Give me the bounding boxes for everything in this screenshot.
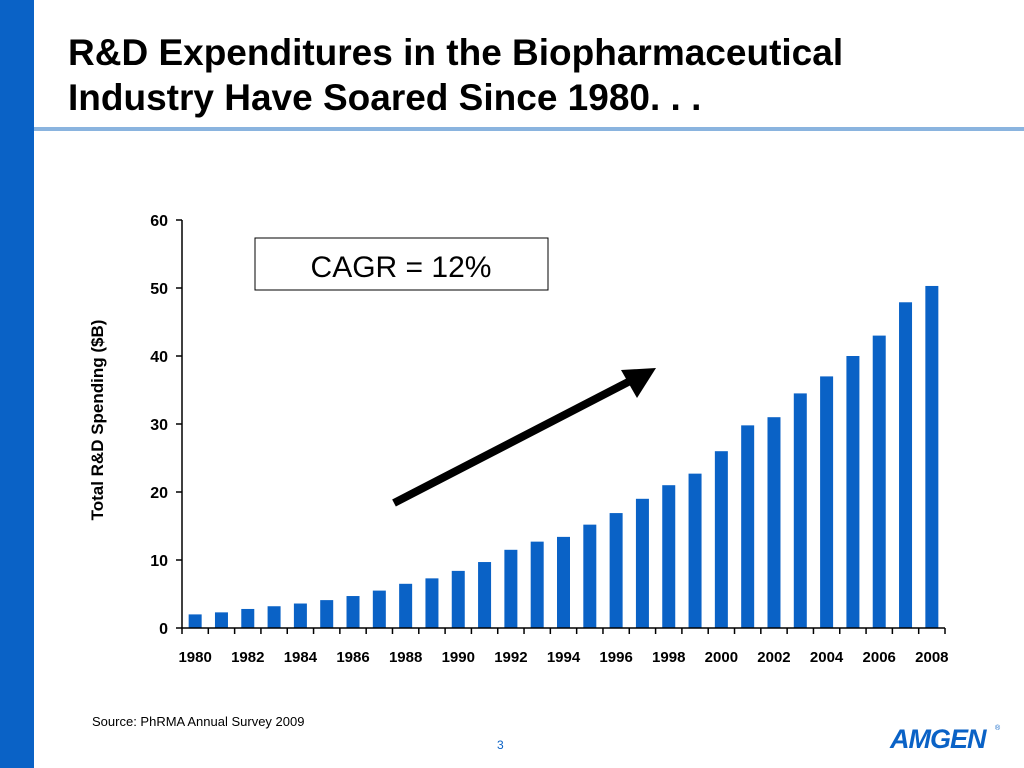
x-tick-label: 2006 [863,649,896,666]
bar-1997 [635,498,649,628]
x-tick-label: 2008 [915,649,948,666]
bar-2001 [741,425,755,628]
bar-1994 [557,536,570,628]
page-number: 3 [497,738,504,752]
bar-1999 [688,473,702,628]
bar-2006 [872,335,886,628]
x-tick-label: 2004 [810,649,844,666]
bar-1982 [241,608,255,628]
bar-1991 [478,562,492,628]
x-tick-label: 1990 [442,649,475,666]
source-note: Source: PhRMA Annual Survey 2009 [92,714,305,729]
bar-1992 [504,549,518,628]
bar-1984 [293,603,307,628]
amgen-logo: AMGEN [890,724,986,754]
bar-2008 [925,285,939,628]
title-divider [34,127,1024,131]
bar-2005 [846,356,860,628]
bar-1988 [399,583,413,628]
x-ticks-group: 1980 1982 1984 1986 1988 1990 1992 1994 1996 1998… [178,628,949,666]
bar-2000 [714,451,728,628]
left-accent-bar [0,0,34,768]
bar-1987 [372,590,386,628]
bar-1989 [425,578,439,628]
y-tick-label: 40 [150,349,168,366]
bar-2003 [793,393,807,628]
cagr-box: CAGR = 12% [254,237,549,291]
y-ticks-group: 0 10 20 30 40 50 60 [150,213,182,638]
bar-2002 [767,417,781,628]
x-tick-label: 1992 [494,649,527,666]
growth-arrow [392,368,656,507]
bar-1986 [346,596,360,628]
bar-1993 [530,541,544,628]
y-axis-label: Total R&D Spending ($B) [88,320,107,521]
y-tick-label: 60 [150,213,168,230]
x-tick-label: 1998 [652,649,685,666]
slide-title: R&D Expenditures in the Biopharmaceutica… [68,32,844,118]
y-tick-label: 10 [150,553,168,570]
y-tick-label: 0 [159,621,168,638]
x-tick-label: 1980 [178,649,211,666]
y-tick-label: 30 [150,417,168,434]
bar-2004 [820,376,834,628]
arrow-head-icon [621,368,656,398]
bar-1980 [188,614,202,628]
bar-1996 [609,513,623,628]
bar-1985 [320,600,334,628]
x-tick-label: 2002 [757,649,790,666]
bars-group [188,285,939,628]
y-tick-label: 50 [150,281,168,298]
bar-1981 [214,612,228,628]
logo-registered-mark: ® [995,725,1001,732]
x-tick-label: 1984 [284,649,318,666]
bar-2007 [899,302,913,628]
x-tick-label: 1994 [547,649,581,666]
x-tick-label: 2000 [705,649,738,666]
cagr-annotation: CAGR = 12% [311,251,492,284]
x-tick-label: 1988 [389,649,422,666]
x-tick-label: 1996 [599,649,632,666]
bar-1990 [451,570,465,628]
y-tick-label: 20 [150,485,168,502]
x-tick-label: 1986 [336,649,369,666]
bar-1995 [583,524,597,628]
x-tick-label: 1982 [231,649,264,666]
bar-1983 [267,606,281,628]
bar-1998 [662,485,676,628]
